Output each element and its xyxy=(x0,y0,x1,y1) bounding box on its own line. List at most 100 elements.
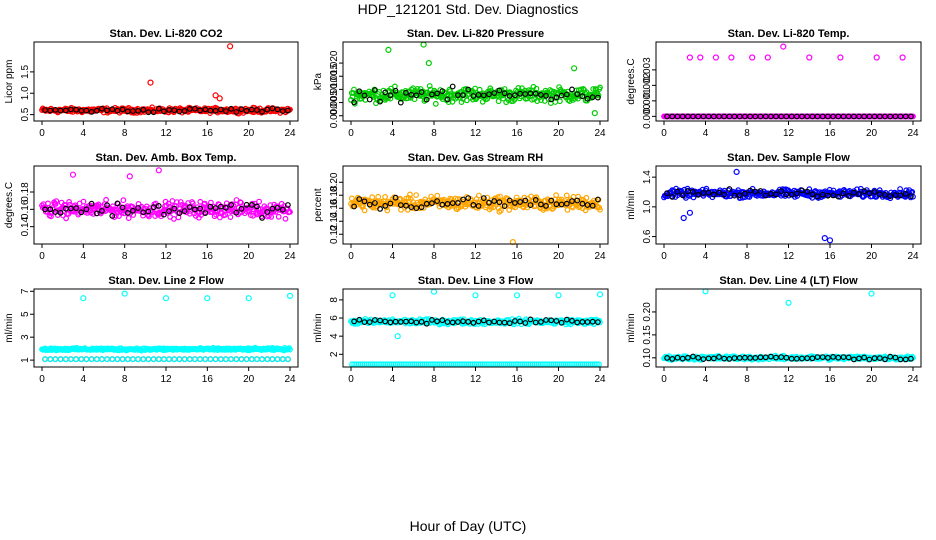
mean-point xyxy=(57,209,64,216)
outlier-point xyxy=(821,235,828,242)
mean-point xyxy=(543,92,549,99)
x-tick-label: 16 xyxy=(824,374,836,385)
mean-point xyxy=(736,192,743,199)
x-tick-label: 20 xyxy=(553,374,565,385)
mean-point xyxy=(78,209,85,216)
outlier-point xyxy=(873,54,880,61)
mean-point xyxy=(135,205,142,211)
data-point xyxy=(47,356,54,363)
mean-point xyxy=(124,209,131,216)
x-tick-label: 0 xyxy=(661,251,667,262)
data-point xyxy=(197,356,204,363)
mean-point xyxy=(392,87,399,94)
mean-point xyxy=(413,319,420,326)
mean-point xyxy=(595,94,601,101)
mean-point xyxy=(861,188,868,195)
mean-point xyxy=(351,99,358,106)
outlier-point xyxy=(216,95,223,102)
mean-point xyxy=(444,96,451,103)
outlier-point xyxy=(394,333,401,340)
mean-point xyxy=(501,90,508,97)
x-tick-label: 24 xyxy=(594,251,606,262)
mean-point xyxy=(434,198,441,205)
x-tick-label: 16 xyxy=(511,128,523,139)
mean-point xyxy=(721,113,728,120)
mean-point xyxy=(804,188,811,195)
mean-point xyxy=(522,91,529,97)
data-point xyxy=(233,356,240,363)
y-tick-label: 0.16 xyxy=(329,198,340,218)
y-axis-label: degrees.C xyxy=(4,182,15,228)
x-tick-label: 4 xyxy=(703,374,709,385)
figure-title: HDP_121201 Std. Dev. Diagnostics xyxy=(357,1,579,17)
x-tick-label: 4 xyxy=(390,128,396,139)
data-point xyxy=(564,206,571,213)
mean-point xyxy=(674,354,681,361)
mean-point xyxy=(716,354,722,360)
x-tick-label: 12 xyxy=(470,128,482,139)
data-point xyxy=(80,198,87,205)
mean-point xyxy=(423,96,430,103)
y-axis-label: ml/min xyxy=(313,313,324,342)
data-point xyxy=(78,356,85,363)
outlier-point xyxy=(570,65,578,72)
y-tick-label: 7 xyxy=(20,288,31,294)
mean-point xyxy=(403,318,409,325)
mean-point xyxy=(532,319,539,326)
mean-point xyxy=(93,210,100,217)
mean-point xyxy=(522,320,529,326)
mean-point xyxy=(387,92,394,99)
data-point xyxy=(563,192,570,199)
mean-point xyxy=(669,193,676,200)
mean-point xyxy=(762,113,769,120)
data-point xyxy=(57,356,64,363)
mean-point xyxy=(465,195,472,202)
data-point xyxy=(186,356,193,363)
outlier-point xyxy=(245,295,252,302)
data-point xyxy=(597,84,603,91)
data-point xyxy=(119,356,126,363)
mean-point xyxy=(465,86,472,93)
data-point xyxy=(52,201,59,207)
mean-point xyxy=(212,107,219,114)
mean-point xyxy=(356,88,363,95)
mean-point xyxy=(83,206,90,213)
mean-point xyxy=(155,105,162,112)
mean-point xyxy=(73,205,79,212)
y-tick-label: 0.020 xyxy=(329,50,340,75)
mean-point xyxy=(62,107,69,114)
mean-point xyxy=(819,354,826,361)
mean-point xyxy=(897,356,904,363)
x-tick-label: 24 xyxy=(284,251,296,262)
mean-point xyxy=(496,199,503,206)
mean-point xyxy=(563,91,570,98)
data-point xyxy=(227,214,234,221)
panel-title: Stan. Dev. Li-820 Temp. xyxy=(728,28,850,40)
data-point xyxy=(114,356,121,363)
x-tick-label: 12 xyxy=(160,251,172,262)
data-point xyxy=(426,83,433,89)
x-tick-label: 20 xyxy=(243,128,255,139)
mean-point xyxy=(752,188,759,195)
mean-point xyxy=(480,195,487,202)
mean-point xyxy=(742,190,748,197)
mean-point xyxy=(160,108,167,115)
y-tick-label: 8 xyxy=(329,297,340,303)
mean-point xyxy=(773,191,779,198)
x-tick-label: 16 xyxy=(202,128,214,139)
mean-point xyxy=(902,190,909,197)
mean-point xyxy=(579,93,586,100)
data-point xyxy=(910,113,916,120)
y-tick-label: 6 xyxy=(329,315,340,321)
mean-point xyxy=(377,98,384,105)
mean-point xyxy=(757,354,764,361)
outlier-point xyxy=(826,237,834,244)
mean-point xyxy=(423,320,430,327)
mean-point xyxy=(119,204,126,211)
mean-point xyxy=(569,86,575,93)
outlier-point xyxy=(749,54,756,61)
mean-point xyxy=(695,113,702,120)
mean-point xyxy=(98,105,105,112)
